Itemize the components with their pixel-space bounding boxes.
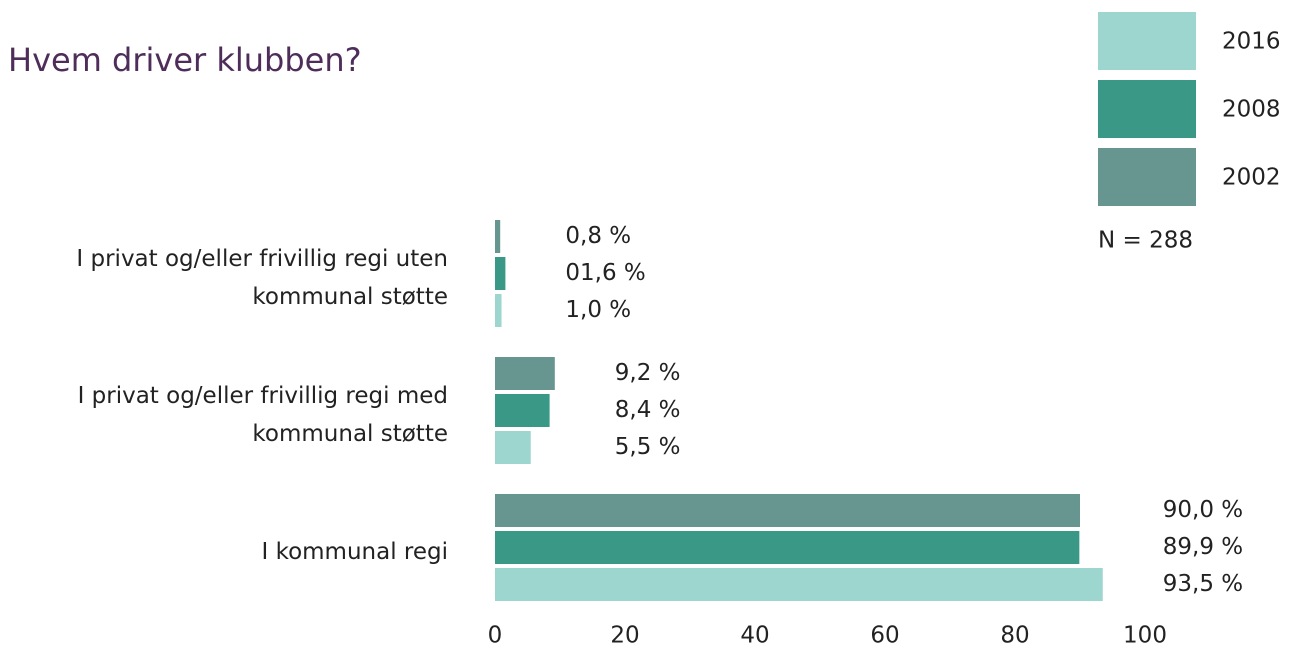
- bar: [495, 394, 550, 427]
- value-label: 93,5 %: [1163, 571, 1243, 597]
- bar: [495, 494, 1080, 527]
- legend-swatch: [1098, 148, 1196, 206]
- bar: [495, 294, 502, 327]
- x-tick-label: 0: [488, 623, 503, 649]
- value-label: 01,6 %: [565, 260, 645, 286]
- value-label: 90,0 %: [1163, 497, 1243, 523]
- chart-title: Hvem driver klubben?: [8, 41, 362, 79]
- x-tick-label: 60: [870, 623, 899, 649]
- value-label: 9,2 %: [615, 360, 681, 386]
- legend-label: 2016: [1222, 29, 1281, 55]
- bar: [495, 357, 555, 390]
- value-label: 1,0 %: [565, 297, 631, 323]
- value-label: 5,5 %: [615, 434, 681, 460]
- x-tick-label: 80: [1000, 623, 1029, 649]
- bar: [495, 257, 506, 290]
- legend-label: 2008: [1222, 97, 1281, 123]
- category-label: I privat og/eller frivillig regi uten ko…: [76, 245, 448, 310]
- value-label: 0,8 %: [565, 223, 631, 249]
- category-label: I kommunal regi: [261, 538, 448, 565]
- x-tick-label: 40: [740, 623, 769, 649]
- bar: [495, 531, 1080, 564]
- bar: [495, 431, 531, 464]
- legend-swatch: [1098, 12, 1196, 70]
- x-tick-label: 20: [610, 623, 639, 649]
- legend-swatch: [1098, 80, 1196, 138]
- bar: [495, 568, 1103, 601]
- value-label: 8,4 %: [615, 397, 681, 423]
- note: N = 288: [1098, 228, 1193, 254]
- legend-label: 2002: [1222, 165, 1281, 191]
- x-tick-label: 100: [1123, 623, 1167, 649]
- bar: [495, 220, 501, 253]
- value-label: 89,9 %: [1163, 534, 1243, 560]
- category-label: I privat og/eller frivillig regi med kom…: [77, 382, 448, 447]
